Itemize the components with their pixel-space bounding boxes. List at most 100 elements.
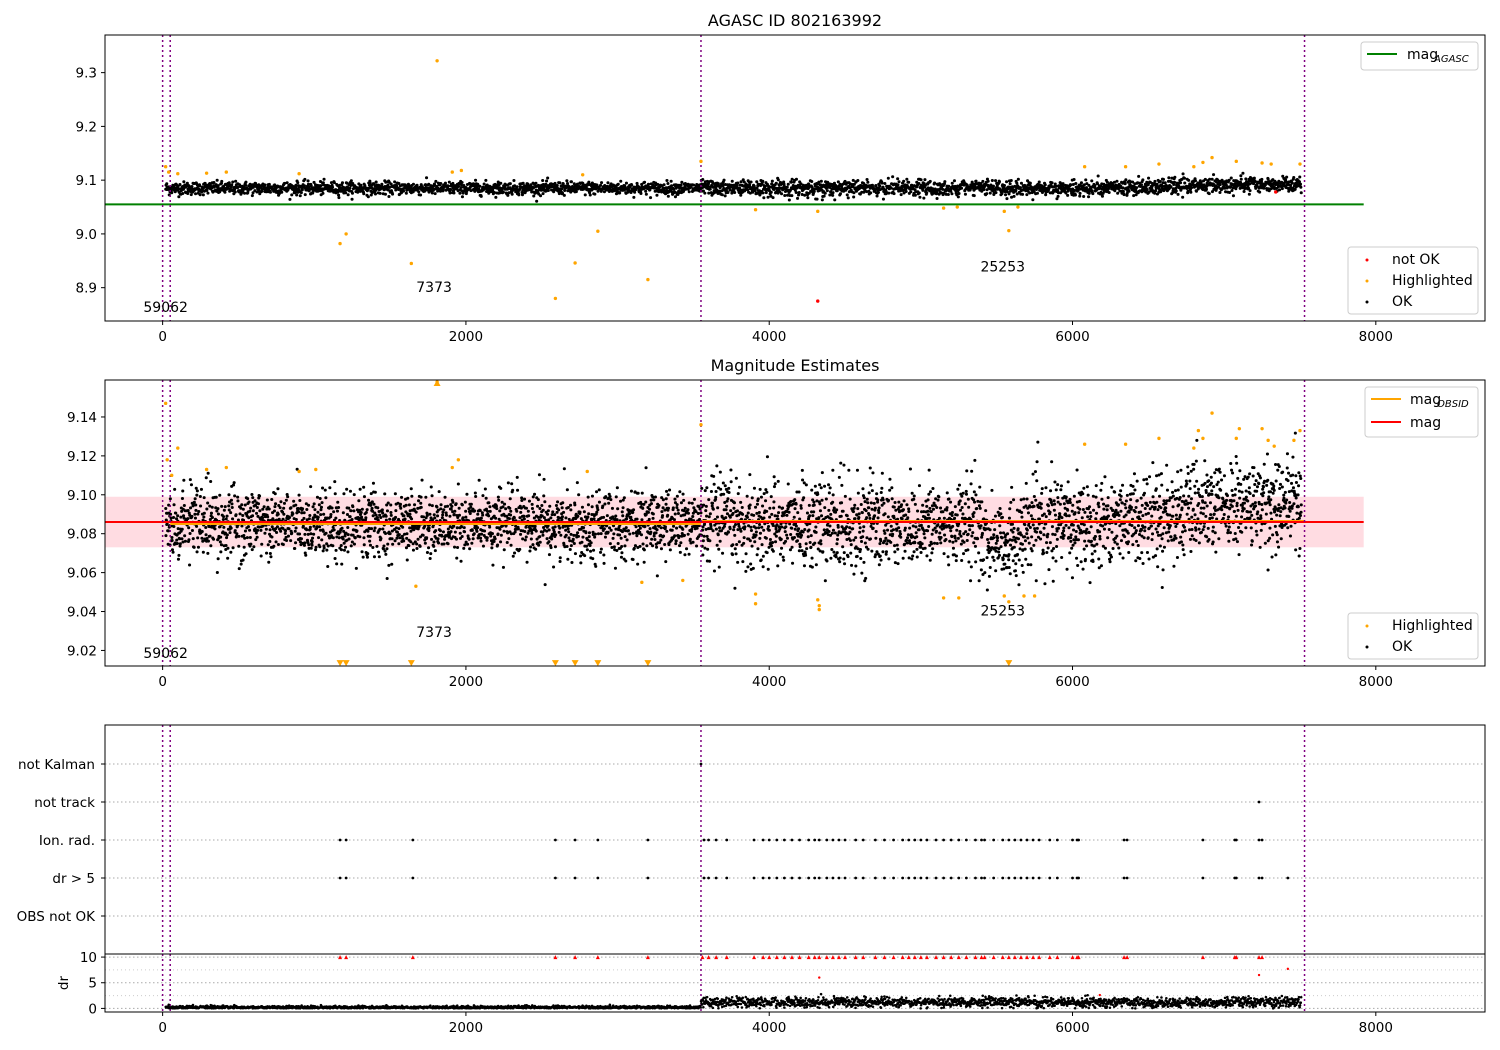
p1-legend-bottom: not OK Highlighted OK [1347, 246, 1479, 315]
x-tick-label: 2000 [449, 329, 483, 345]
flag-point [919, 838, 923, 842]
obs-annotation: 59062 [143, 300, 188, 316]
flag-point [344, 876, 348, 880]
flag-point [1013, 838, 1017, 842]
dr-clipped-marker [338, 955, 343, 960]
y-tick-label: 9.0 [76, 227, 97, 243]
dr-clipped-marker [706, 955, 711, 960]
highlighted-point [176, 446, 180, 450]
flag-point [1257, 876, 1261, 880]
obs-annotation: 7373 [416, 280, 452, 296]
dr-clipped-marker [700, 955, 705, 960]
flag-point [883, 838, 886, 842]
p1-legend-top: mag AGASC [1360, 41, 1479, 71]
clipped-highlighted-marker [571, 660, 579, 667]
flag-point [1019, 838, 1023, 842]
obs-annotation: 25253 [980, 260, 1025, 276]
dr-clipped-marker [761, 955, 766, 960]
highlighted-point [163, 165, 168, 169]
y-tick-label: 9.14 [67, 410, 97, 426]
flag-point [861, 876, 865, 880]
dr-clipped-marker [1125, 955, 1130, 960]
highlighted-point [1157, 436, 1161, 441]
highlighted-point [1201, 436, 1205, 441]
flag-point [983, 838, 986, 842]
y-tick-label: 9.02 [67, 643, 97, 659]
highlighted-point [204, 467, 209, 472]
p1-lines [105, 35, 1364, 321]
flag-point [596, 876, 600, 880]
clipped-highlighted-marker [407, 660, 415, 667]
flag-point [1077, 876, 1080, 880]
highlighted-point [817, 607, 821, 612]
dr-clipped-marker [853, 955, 858, 960]
dr-clipped-marker [812, 955, 817, 960]
highlighted-point [1082, 165, 1087, 169]
dr-clipped-marker [843, 955, 848, 960]
dr-clipped-marker [824, 955, 829, 960]
dr-clipped-marker [1234, 955, 1239, 960]
p1-points [163, 59, 1302, 303]
flag-point [1007, 876, 1011, 880]
x-tick-label: 4000 [752, 1020, 786, 1036]
dr-clipped-marker [752, 955, 757, 960]
p2-ok-points [164, 431, 1303, 592]
dr-clipped-marker [873, 955, 878, 960]
highlighted-point [1157, 162, 1161, 166]
flag-point [790, 838, 794, 842]
dr-clipped-marker [979, 955, 984, 960]
dr-clipped-marker [1070, 955, 1075, 960]
flag-point [992, 876, 996, 880]
highlighted-point [699, 159, 703, 164]
flag-point [707, 876, 710, 880]
highlighted-point [955, 205, 959, 209]
flag-point [1025, 876, 1029, 880]
y-tick-label: 9.12 [67, 449, 97, 465]
p1-legend-ok: OK [1392, 294, 1413, 310]
flag-point [411, 838, 415, 842]
flag-point [344, 838, 348, 842]
highlighted-point [1016, 205, 1020, 209]
flag-point [767, 876, 771, 880]
highlighted-point [1022, 594, 1026, 598]
flag-point [702, 838, 706, 842]
p2-legend-top: mag OBSID mag [1364, 386, 1479, 438]
highlighted-point [1234, 159, 1238, 164]
flag-point [817, 838, 821, 842]
flag-point [949, 838, 953, 842]
flag-point [913, 876, 917, 880]
flag-point [974, 838, 977, 842]
p3-axes: not Kalman not track Ion. rad. dr > 5 OBS no… [17, 724, 1486, 955]
flag-point [707, 838, 710, 842]
x-tick-label: 0 [158, 1020, 167, 1036]
highlighted-point [456, 458, 461, 462]
p2-annotations: 59062 7373 25253 [143, 603, 1025, 662]
flag-point [843, 876, 847, 880]
flag-point [411, 876, 415, 880]
highlighted-point [753, 208, 758, 212]
dr-clipped-marker [1006, 955, 1011, 960]
highlighted-point [224, 465, 229, 470]
dr-point [164, 992, 1303, 1010]
dr-clipped-marker [797, 955, 802, 960]
dr-high-point [818, 976, 821, 979]
highlighted-point [957, 596, 961, 600]
panel-agasc: AGASC ID 802163992 59062 7373 25253 0 2000 4… [76, 11, 1486, 345]
highlighted-point [1123, 442, 1128, 446]
dr-clipped-marker [767, 955, 772, 960]
flag-point [1234, 838, 1238, 842]
highlighted-point [450, 465, 454, 470]
flag-point [807, 838, 811, 842]
y-tick-label: 10 [80, 950, 97, 966]
dr-clipped-marker [1257, 955, 1262, 960]
flag-point [934, 838, 938, 842]
dr-clipped-marker [836, 955, 841, 960]
highlighted-point [1123, 165, 1128, 169]
flag-point [1025, 838, 1029, 842]
highlighted-point [314, 467, 318, 472]
flag-point [980, 838, 983, 842]
highlighted-point [459, 168, 464, 173]
dr-clipped-marker [1260, 955, 1265, 960]
dr-clipped-marker [991, 955, 996, 960]
highlighted-point [941, 596, 946, 600]
